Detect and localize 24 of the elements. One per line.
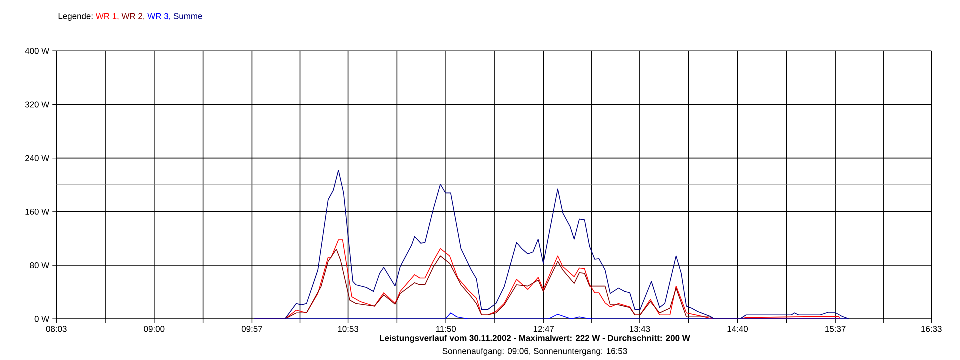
x-tick-label: 15:37 [826, 326, 846, 332]
x-tick-label: 09:57 [242, 326, 262, 332]
x-tick-label: 10:53 [338, 326, 359, 332]
x-tick-label: 08:03 [46, 326, 67, 332]
x-tick-label: 14:40 [728, 326, 748, 332]
text: WR 2, [122, 13, 145, 20]
y-tick-label: 240 W [26, 155, 50, 162]
y-tick-label: 400 W [25, 48, 50, 54]
x-tick-label: 11:50 [436, 326, 456, 332]
legend-title: Legende: [58, 13, 93, 21]
y-tick-label: 80 W [30, 262, 50, 269]
x-tick-label: 09:00 [144, 326, 165, 332]
y-tick-label: 320 W [25, 102, 50, 108]
text: Summe [174, 13, 202, 20]
text: Leistungsverlauf vom 30.11.2002 - Maximalwert: 222 W - Durchschnitt: 200 W [380, 335, 690, 343]
text: WR 1, [96, 13, 119, 20]
y-tick-label: 160 W [26, 208, 50, 215]
x-tick-label: 12:47 [534, 326, 554, 332]
line-series [254, 170, 850, 320]
y-tick-label: 0 W [34, 316, 50, 322]
x-tick-label: 13:43 [630, 326, 650, 332]
text: WR 3, [148, 13, 170, 20]
x-tick-label: 16:33 [922, 326, 942, 332]
text: Sonnenaufgang: 09:06, Sonnenuntergang: 16:53 [442, 348, 628, 356]
